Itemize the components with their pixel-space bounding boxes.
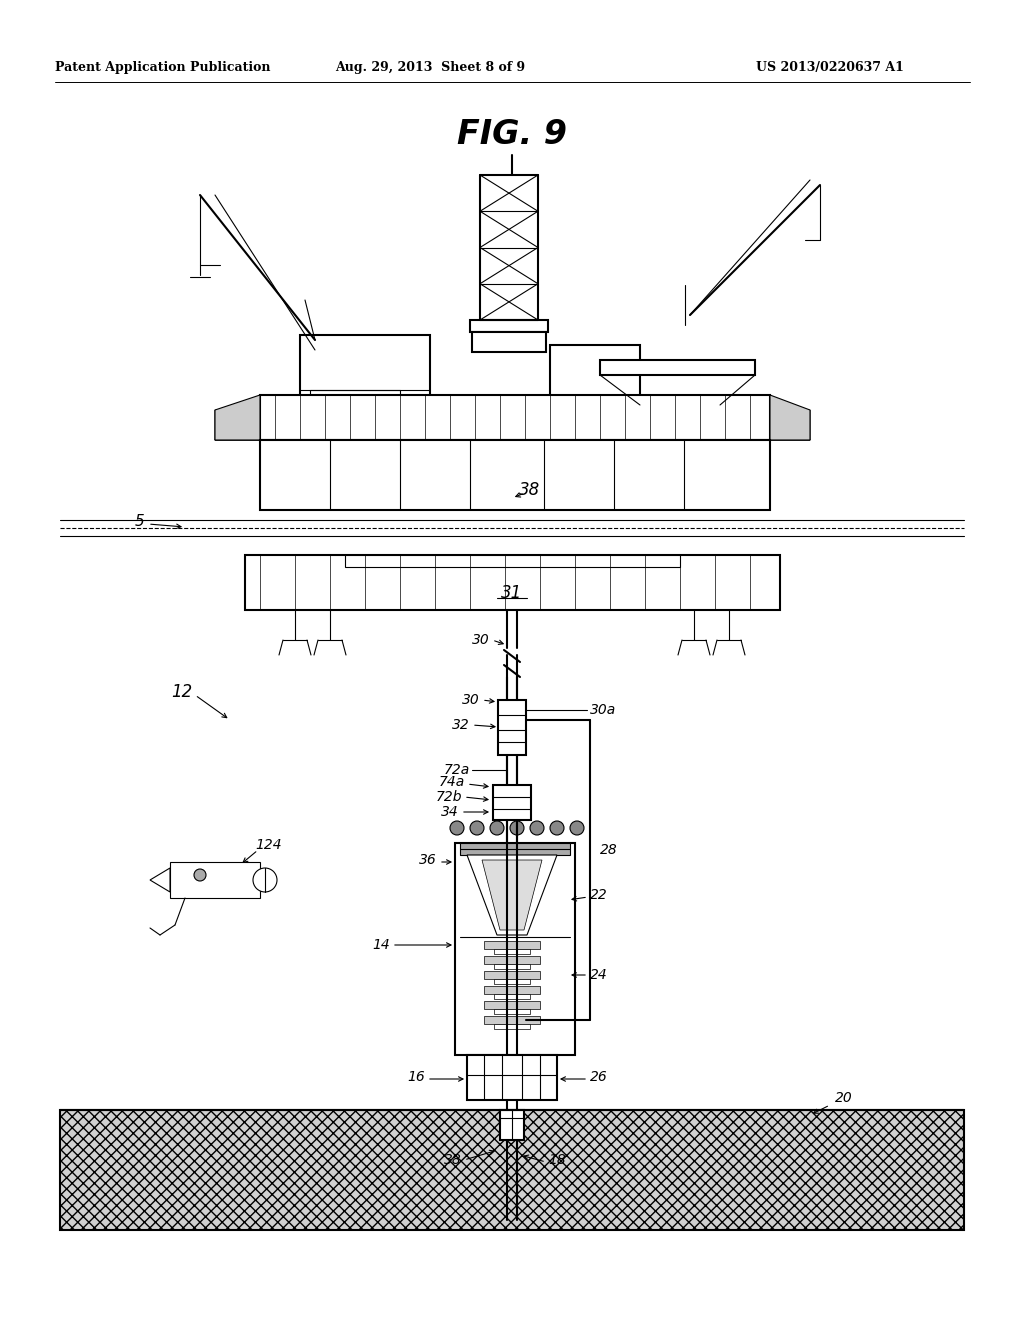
Circle shape	[194, 869, 206, 880]
Bar	[484, 972, 540, 978]
Bar	[260, 395, 770, 440]
Bar	[498, 700, 526, 755]
Bar	[600, 360, 755, 375]
Bar	[484, 986, 540, 994]
Circle shape	[450, 821, 464, 836]
Text: 74a: 74a	[438, 775, 465, 789]
Text: 124: 124	[255, 838, 282, 851]
Polygon shape	[215, 395, 260, 440]
Bar	[484, 941, 540, 949]
Text: 34: 34	[441, 805, 459, 818]
Text: 24: 24	[590, 968, 608, 982]
Bar	[484, 1001, 540, 1008]
Text: Aug. 29, 2013  Sheet 8 of 9: Aug. 29, 2013 Sheet 8 of 9	[335, 62, 525, 74]
Polygon shape	[482, 861, 542, 931]
Polygon shape	[467, 855, 557, 935]
Circle shape	[470, 821, 484, 836]
Text: 38: 38	[444, 1152, 462, 1167]
Bar	[310, 389, 400, 425]
Text: 36: 36	[419, 853, 437, 867]
Text: Patent Application Publication: Patent Application Publication	[55, 62, 270, 74]
Text: US 2013/0220637 A1: US 2013/0220637 A1	[756, 62, 904, 74]
Circle shape	[510, 821, 524, 836]
Bar	[260, 440, 770, 510]
Text: 5: 5	[135, 515, 144, 529]
Polygon shape	[150, 869, 170, 892]
Bar	[494, 1023, 530, 1028]
Text: 30: 30	[462, 693, 480, 708]
Circle shape	[550, 821, 564, 836]
Bar	[60, 1110, 964, 1230]
Text: 32: 32	[453, 718, 470, 733]
Bar	[345, 554, 680, 568]
Polygon shape	[215, 395, 260, 440]
Circle shape	[490, 821, 504, 836]
Bar	[470, 319, 548, 333]
Text: 14: 14	[373, 939, 390, 952]
Bar	[467, 1055, 557, 1100]
Bar	[300, 335, 430, 425]
Circle shape	[570, 821, 584, 836]
Bar	[484, 1016, 540, 1023]
Text: 38: 38	[519, 480, 541, 499]
Bar	[170, 862, 260, 898]
Bar	[494, 964, 530, 969]
Bar	[472, 333, 546, 352]
Bar	[484, 956, 540, 964]
Text: 16: 16	[408, 1071, 425, 1084]
Circle shape	[530, 821, 544, 836]
Text: 20: 20	[835, 1092, 853, 1105]
Bar	[493, 785, 531, 820]
Text: 26: 26	[590, 1071, 608, 1084]
Bar	[550, 345, 640, 400]
Text: 18: 18	[548, 1152, 565, 1167]
Text: 31: 31	[502, 583, 522, 602]
Bar	[494, 1008, 530, 1014]
Bar	[245, 554, 780, 610]
Polygon shape	[770, 395, 810, 440]
Bar	[494, 949, 530, 954]
Text: 12: 12	[171, 682, 193, 701]
Circle shape	[253, 869, 278, 892]
Bar	[455, 843, 575, 1055]
Polygon shape	[215, 411, 260, 440]
Bar	[494, 978, 530, 983]
Text: 28: 28	[600, 843, 617, 857]
Polygon shape	[770, 411, 810, 440]
Bar	[494, 994, 530, 999]
Text: 30: 30	[472, 634, 490, 647]
Polygon shape	[770, 395, 810, 440]
Text: 30a: 30a	[590, 704, 616, 717]
Text: 22: 22	[590, 888, 608, 902]
Text: 72b: 72b	[435, 789, 462, 804]
Text: 72a: 72a	[443, 763, 470, 777]
Bar	[500, 1110, 524, 1140]
Bar	[460, 843, 570, 855]
Text: FIG. 9: FIG. 9	[457, 119, 567, 152]
